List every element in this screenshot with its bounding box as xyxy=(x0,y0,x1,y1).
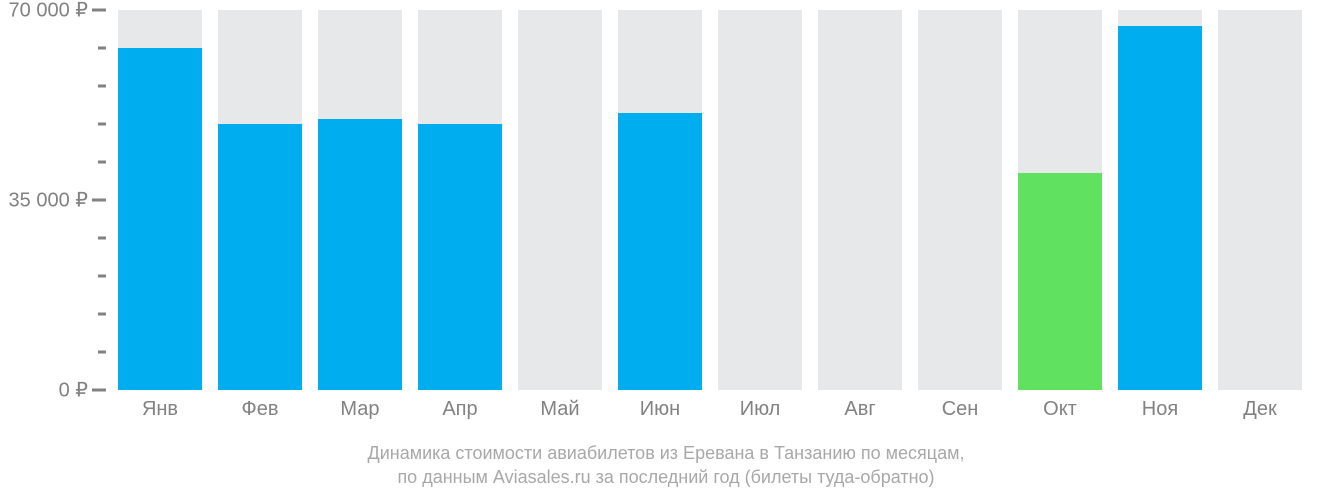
x-axis-label: Июн xyxy=(618,398,702,421)
x-axis-label: Ноя xyxy=(1118,398,1202,421)
x-axis-label: Дек xyxy=(1218,398,1302,421)
x-axis-label: Сен xyxy=(918,398,1002,421)
bar-value xyxy=(418,124,502,390)
bar-slot xyxy=(418,10,502,390)
y-axis-label: 0 ₽ xyxy=(59,378,88,403)
bar-slot xyxy=(918,10,1002,390)
x-axis-label: Май xyxy=(518,398,602,421)
price-chart: 0 ₽ 35 000 ₽ 70 000 ₽ Янв Фев Мар Апр Май Июн Ию… xyxy=(0,0,1332,502)
y-tick-major xyxy=(92,199,106,202)
bar-slot xyxy=(618,10,702,390)
bar-slot xyxy=(1118,10,1202,390)
y-tick-major xyxy=(92,389,106,392)
x-axis-label: Мар xyxy=(318,398,402,421)
plot-area xyxy=(118,10,1318,390)
x-axis-label: Июл xyxy=(718,398,802,421)
bar-slot xyxy=(1218,10,1302,390)
bar-value xyxy=(1118,26,1202,390)
y-tick-minor xyxy=(98,123,106,126)
bar-background xyxy=(1218,10,1302,390)
y-tick-minor xyxy=(98,85,106,88)
bar-background xyxy=(518,10,602,390)
x-axis-label: Апр xyxy=(418,398,502,421)
bar-background xyxy=(918,10,1002,390)
bar-value xyxy=(218,124,302,390)
y-axis-label: 35 000 ₽ xyxy=(9,188,88,213)
bar-value xyxy=(618,113,702,390)
bar-slot xyxy=(318,10,402,390)
y-tick-minor xyxy=(98,47,106,50)
y-tick-minor xyxy=(98,351,106,354)
bar-slot xyxy=(818,10,902,390)
x-axis-label: Авг xyxy=(818,398,902,421)
chart-caption-line2: по данным Aviasales.ru за последний год … xyxy=(0,466,1332,489)
bar-slot xyxy=(718,10,802,390)
y-tick-major xyxy=(92,9,106,12)
bar-background xyxy=(818,10,902,390)
y-tick-minor xyxy=(98,313,106,316)
y-tick-minor xyxy=(98,237,106,240)
x-axis-label: Фев xyxy=(218,398,302,421)
bar-slot xyxy=(518,10,602,390)
x-axis-label: Окт xyxy=(1018,398,1102,421)
y-tick-minor xyxy=(98,275,106,278)
bar-slot xyxy=(118,10,202,390)
bar-value xyxy=(318,119,402,390)
y-tick-minor xyxy=(98,161,106,164)
bar-background xyxy=(718,10,802,390)
bar-value xyxy=(118,48,202,390)
y-axis-label: 70 000 ₽ xyxy=(9,0,88,23)
y-axis: 0 ₽ 35 000 ₽ 70 000 ₽ xyxy=(0,0,110,400)
bar-slot xyxy=(1018,10,1102,390)
bar-value xyxy=(1018,173,1102,390)
bar-slot xyxy=(218,10,302,390)
chart-caption-line1: Динамика стоимости авиабилетов из Ереван… xyxy=(0,442,1332,465)
x-axis-label: Янв xyxy=(118,398,202,421)
